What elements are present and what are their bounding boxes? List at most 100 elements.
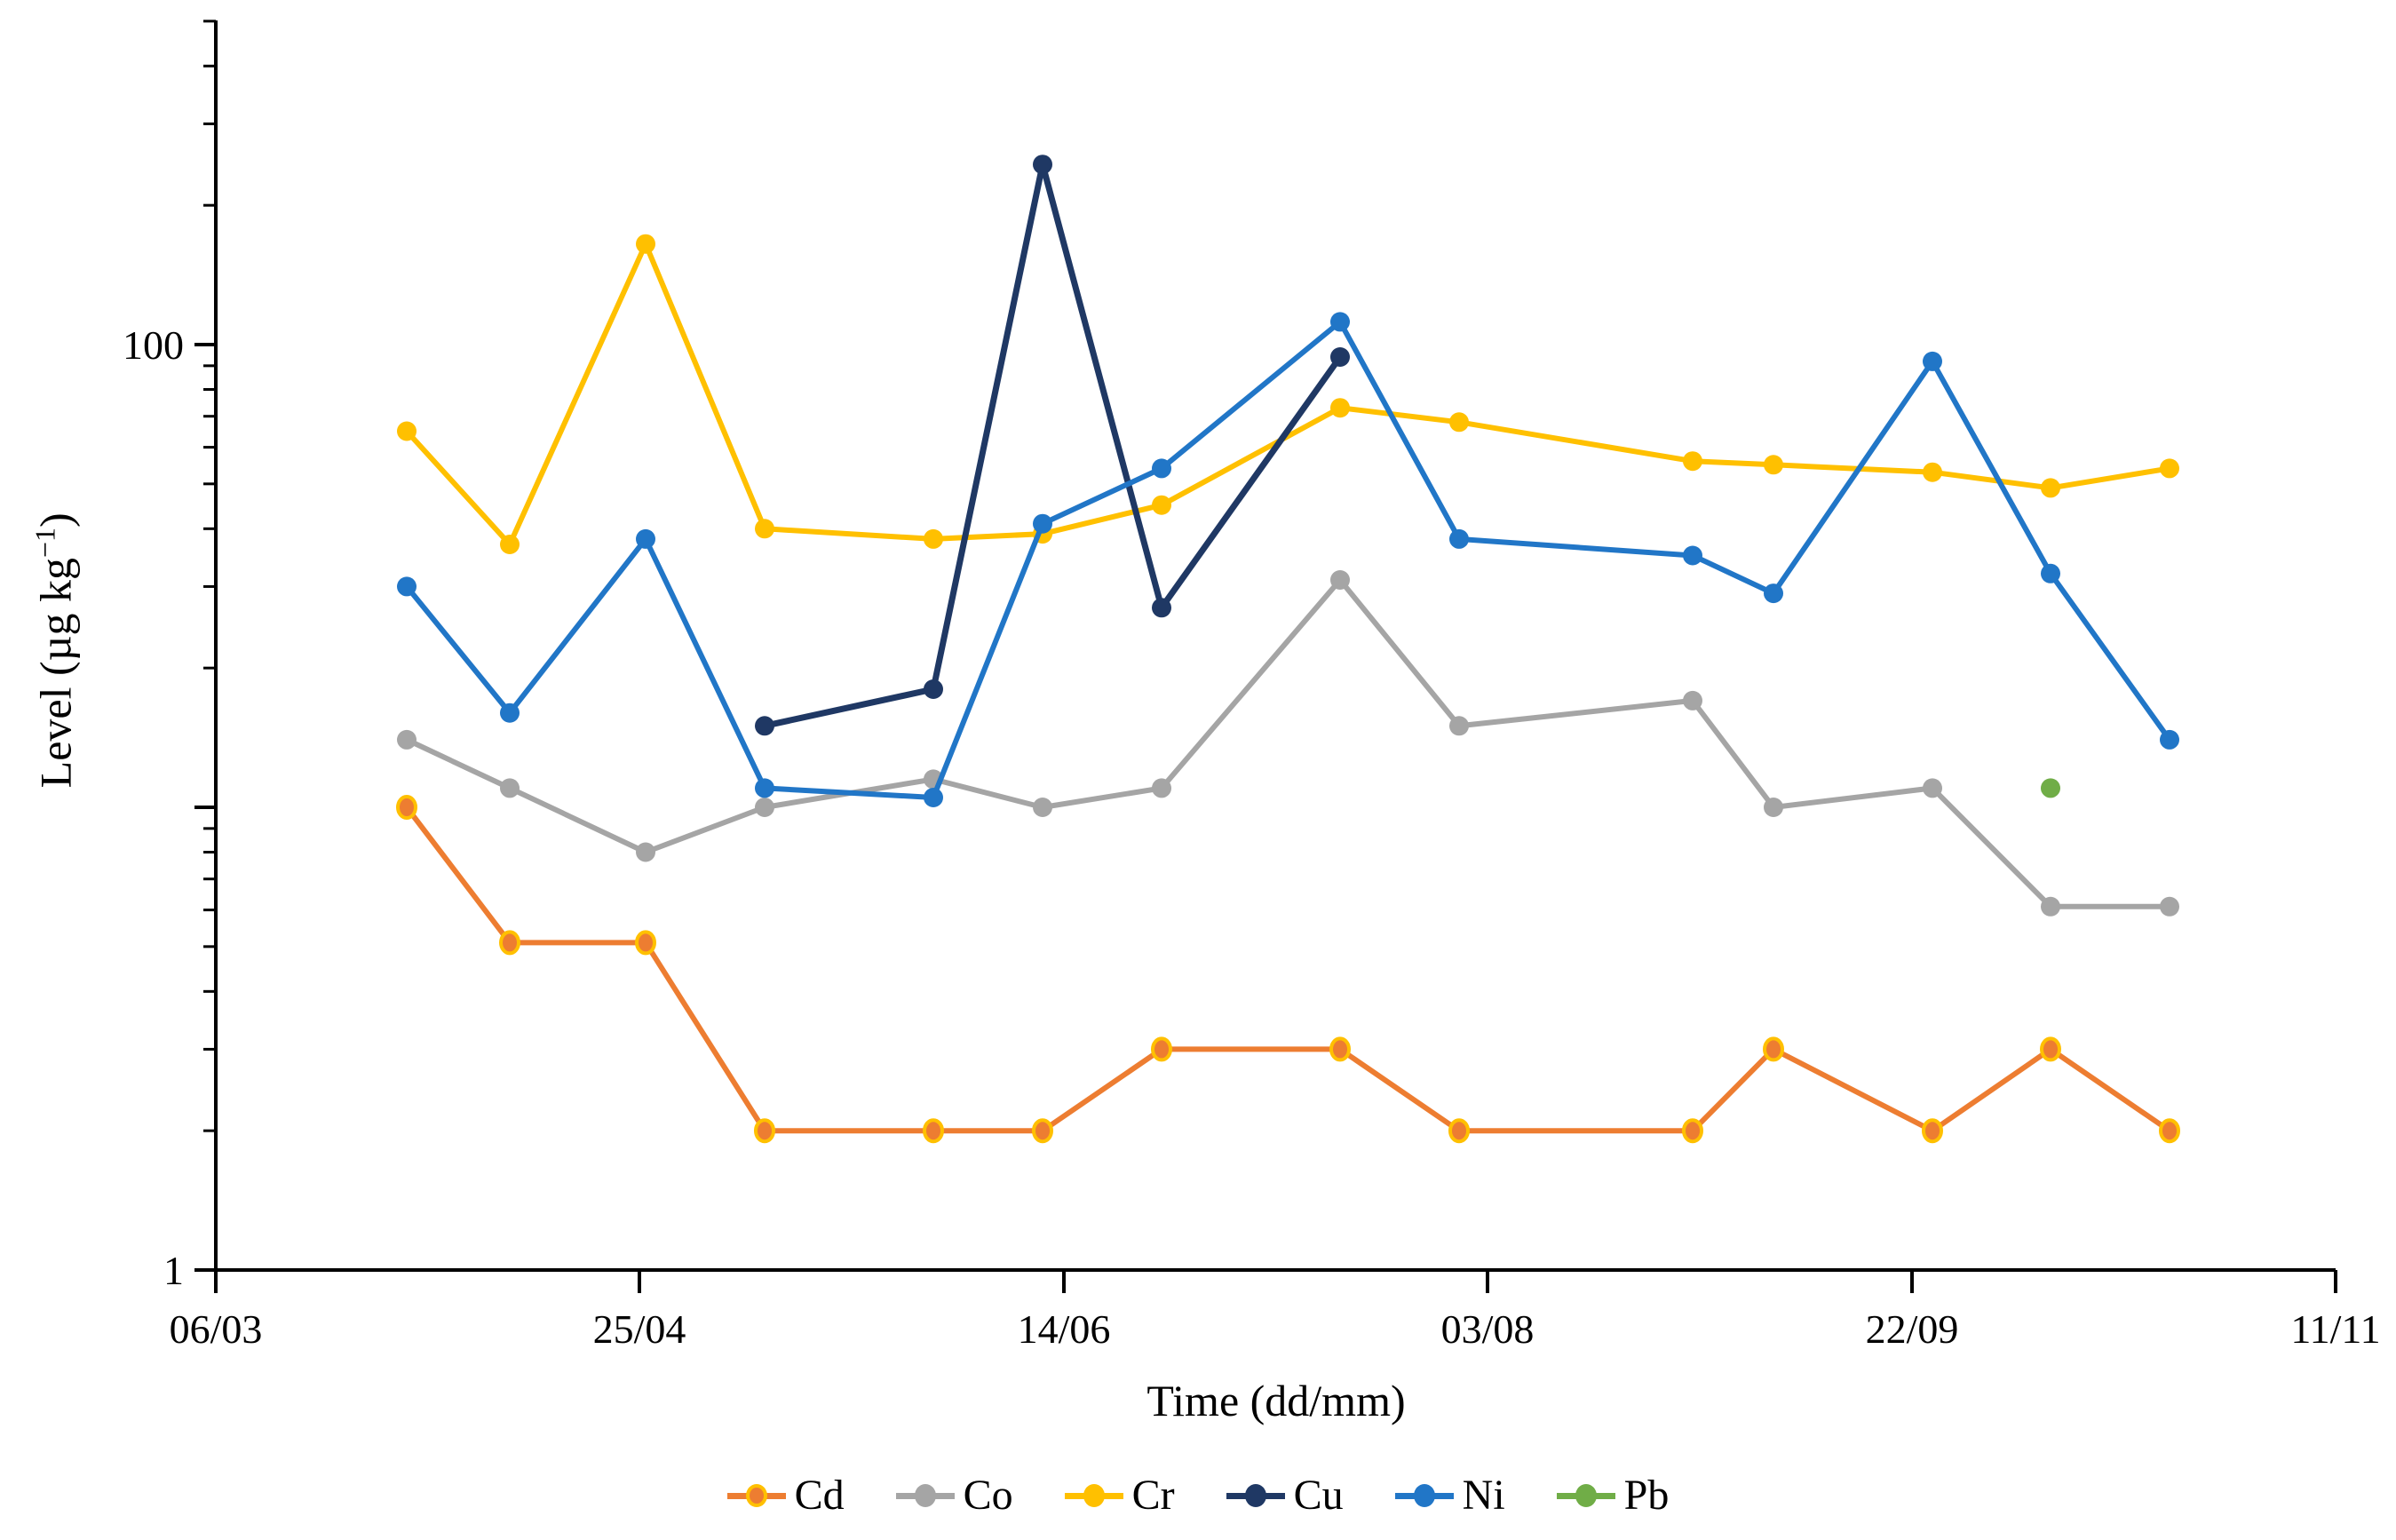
y-tick-label: 100 bbox=[123, 322, 184, 368]
series-line-cd bbox=[404, 805, 2172, 1134]
data-point-cr bbox=[1152, 495, 1171, 515]
data-point-co bbox=[1152, 778, 1171, 798]
legend-item-cd: Cd bbox=[726, 1472, 845, 1519]
legend-label-co: Co bbox=[963, 1472, 1013, 1519]
data-point-cr bbox=[755, 519, 774, 539]
data-point-co bbox=[636, 842, 655, 862]
series-line-cr bbox=[404, 241, 2172, 547]
legend-dot bbox=[1244, 1484, 1266, 1507]
data-point-co bbox=[2041, 896, 2060, 917]
data-point-ni bbox=[397, 576, 417, 597]
series-line-ni bbox=[404, 319, 2172, 800]
data-point-co bbox=[755, 798, 774, 817]
data-point-cu bbox=[1330, 347, 1350, 367]
data-point-cd bbox=[2159, 1118, 2180, 1144]
x-tick-label: 06/03 bbox=[170, 1306, 263, 1352]
data-point-co bbox=[2160, 896, 2179, 917]
legend-marker-cd-icon bbox=[726, 1482, 786, 1509]
data-point-cr bbox=[2041, 478, 2060, 498]
data-point-cd bbox=[1682, 1118, 1703, 1144]
x-axis-title: Time (dd/mm) bbox=[1146, 1376, 1406, 1425]
data-point-cr bbox=[1449, 412, 1469, 433]
data-point-cd bbox=[499, 930, 520, 956]
data-point-cu bbox=[924, 679, 943, 699]
legend-label-cd: Cd bbox=[794, 1472, 845, 1519]
data-point-ni bbox=[636, 528, 655, 549]
data-point-cd bbox=[2040, 1036, 2061, 1062]
data-point-co bbox=[1449, 716, 1469, 736]
data-point-cu bbox=[1152, 598, 1171, 618]
data-series bbox=[396, 155, 2180, 1144]
data-point-cd bbox=[1448, 1118, 1470, 1144]
data-point-cr bbox=[636, 234, 655, 254]
y-axis-title: Level (µg kg−1) bbox=[28, 512, 81, 789]
data-point-cd bbox=[396, 795, 417, 820]
legend-label-pb: Pb bbox=[1623, 1472, 1670, 1519]
data-point-ni bbox=[1683, 545, 1702, 566]
legend-marker-ni-icon bbox=[1394, 1482, 1454, 1509]
legend-label-cr: Cr bbox=[1131, 1472, 1175, 1519]
x-tick-label: 03/08 bbox=[1441, 1306, 1535, 1352]
data-point-ni bbox=[1923, 351, 1942, 371]
data-point-co bbox=[1033, 798, 1052, 817]
legend-label-ni: Ni bbox=[1462, 1472, 1505, 1519]
legend-marker-co-icon bbox=[895, 1482, 955, 1509]
data-point-co bbox=[500, 778, 520, 798]
legend-marker-cr-icon bbox=[1064, 1482, 1123, 1509]
data-point-cd bbox=[1763, 1036, 1784, 1062]
y-axis-title-superscript: −1 bbox=[28, 528, 61, 559]
data-point-co bbox=[397, 729, 417, 750]
data-point-ni bbox=[1449, 528, 1469, 549]
series-line-co bbox=[404, 577, 2172, 909]
data-point-cr bbox=[1683, 451, 1702, 472]
data-point-cr bbox=[2160, 458, 2179, 479]
data-point-cr bbox=[1764, 455, 1783, 475]
y-tick-label: 1 bbox=[163, 1248, 184, 1293]
data-point-ni bbox=[2160, 729, 2179, 750]
data-point-cd bbox=[754, 1118, 775, 1144]
x-tick-label: 25/04 bbox=[593, 1306, 686, 1352]
legend: Cd Co Cr Cu Ni Pb bbox=[0, 1474, 2396, 1517]
legend-dot bbox=[1413, 1484, 1435, 1507]
legend-label-cu: Cu bbox=[1293, 1472, 1344, 1519]
legend-item-cu: Cu bbox=[1226, 1474, 1344, 1517]
legend-dot bbox=[745, 1484, 767, 1507]
data-point-cr bbox=[1923, 462, 1942, 482]
data-point-cd bbox=[635, 930, 656, 956]
data-point-ni bbox=[500, 703, 520, 723]
legend-item-pb: Pb bbox=[1556, 1472, 1670, 1519]
data-point-co bbox=[1683, 690, 1702, 710]
legend-marker-pb-icon bbox=[1556, 1482, 1615, 1509]
data-point-cu bbox=[1033, 155, 1052, 175]
data-point-ni bbox=[1033, 513, 1052, 534]
data-point-cr bbox=[924, 528, 943, 549]
x-tick-label: 22/09 bbox=[1866, 1306, 1959, 1352]
legend-item-cr: Cr bbox=[1064, 1472, 1175, 1519]
axes bbox=[194, 20, 2337, 1293]
data-point-pb bbox=[2041, 778, 2060, 798]
data-point-cd bbox=[1151, 1036, 1172, 1062]
tick-labels: 100 1 06/03 25/04 14/06 03/08 22/09 11/11 bbox=[123, 322, 2381, 1352]
legend-item-co: Co bbox=[895, 1472, 1013, 1519]
x-tick-label: 14/06 bbox=[1018, 1306, 1111, 1352]
series-line-cu bbox=[761, 161, 1344, 729]
data-point-ni bbox=[1330, 312, 1350, 332]
x-tick-label: 11/11 bbox=[2290, 1306, 2380, 1352]
legend-dot bbox=[1575, 1484, 1597, 1507]
data-point-ni bbox=[755, 778, 774, 798]
legend-item-ni: Ni bbox=[1394, 1472, 1505, 1519]
data-point-ni bbox=[924, 788, 943, 807]
data-point-cr bbox=[1330, 398, 1350, 418]
data-point-cr bbox=[397, 421, 417, 441]
legend-dot bbox=[914, 1484, 936, 1507]
data-point-cd bbox=[923, 1118, 944, 1144]
data-point-cu bbox=[755, 716, 774, 736]
legend-dot bbox=[1083, 1484, 1105, 1507]
data-point-cd bbox=[1922, 1118, 1943, 1144]
data-point-ni bbox=[2041, 563, 2060, 583]
data-point-co bbox=[1330, 570, 1350, 590]
data-point-cr bbox=[500, 535, 520, 554]
legend-marker-cu-icon bbox=[1226, 1482, 1285, 1509]
